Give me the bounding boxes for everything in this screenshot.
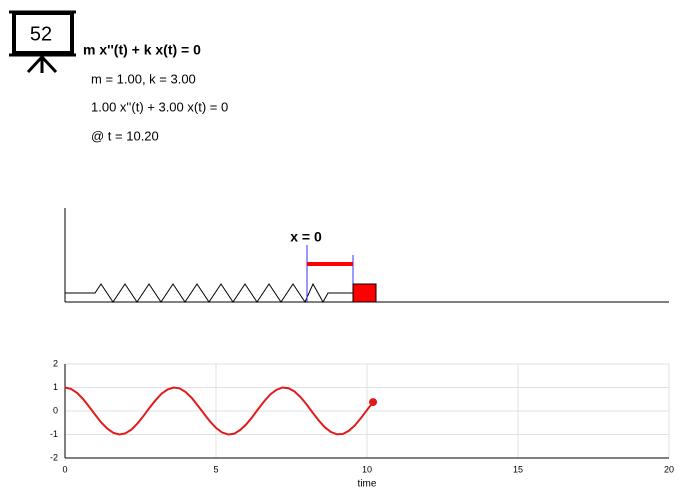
icon-label: 52 <box>30 23 52 45</box>
equilibrium-label: x = 0 <box>290 229 322 245</box>
x-tick-label: 0 <box>62 464 67 474</box>
x-tick-label: 15 <box>513 464 523 474</box>
time-label: @ t = 10.20 <box>91 128 159 143</box>
spring-diagram <box>64 208 669 304</box>
icon <box>9 10 76 74</box>
y-tick-label: -2 <box>50 452 58 462</box>
parameters: m = 1.00, k = 3.00 <box>91 71 196 86</box>
y-tick-label: -1 <box>50 429 58 439</box>
x-tick-label: 5 <box>213 464 218 474</box>
instance: 1.00 x''(t) + 3.00 x(t) = 0 <box>91 99 228 114</box>
series-line <box>64 386 374 436</box>
y-tick-label: 2 <box>53 358 58 368</box>
equation: m x''(t) + k x(t) = 0 <box>83 42 201 58</box>
y-tick-label: 0 <box>53 405 58 415</box>
x-tick-label: 10 <box>362 464 372 474</box>
x-axis-label: time <box>358 479 377 490</box>
x-tick-label: 20 <box>664 464 674 474</box>
y-tick-label: 1 <box>53 382 58 392</box>
current-point <box>369 398 378 407</box>
